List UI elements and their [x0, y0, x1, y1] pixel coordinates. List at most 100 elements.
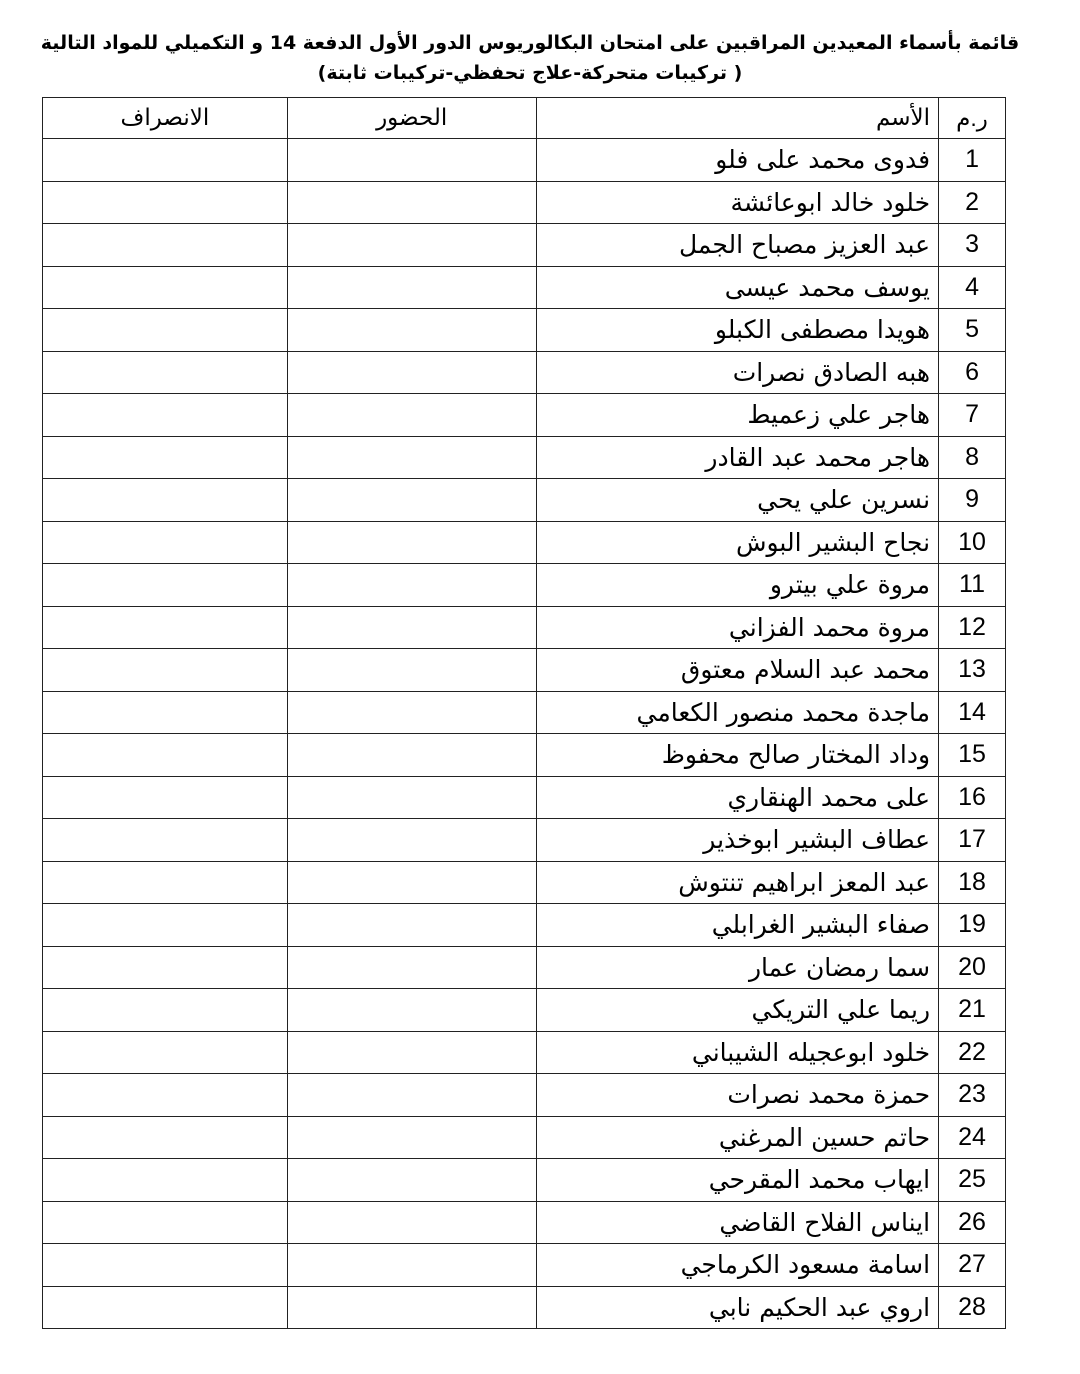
attendance-cell: [286, 860, 537, 904]
invigilators-table: ر.م الأسم الحضور الانصراف 1 فدوى محمد على…: [42, 97, 1006, 1329]
row-name: محمد عبد السلام معتوق: [535, 648, 940, 692]
attendance-cell: [286, 393, 537, 437]
header-number: ر.م: [938, 97, 1006, 139]
attendance-cell: [286, 1073, 537, 1117]
attendance-cell: [286, 988, 537, 1032]
row-name: مروة علي بيترو: [535, 563, 940, 607]
departure-cell: [42, 308, 288, 352]
attendance-cell: [286, 903, 537, 947]
row-number: 19: [938, 903, 1006, 947]
attendance-cell: [286, 1200, 537, 1244]
attendance-cell: [286, 180, 537, 224]
row-number: 17: [938, 818, 1006, 862]
row-number: 13: [938, 648, 1006, 692]
departure-cell: [42, 223, 288, 267]
row-number: 21: [938, 988, 1006, 1032]
attendance-cell: [286, 350, 537, 394]
row-name: خلود خالد ابوعائشة: [535, 180, 940, 224]
row-number: 20: [938, 945, 1006, 989]
table-row: 25 ايهاب محمد المقرحي: [42, 1158, 1006, 1202]
departure-cell: [42, 1030, 288, 1074]
departure-cell: [42, 648, 288, 692]
departure-cell: [42, 1115, 288, 1159]
row-name: هاجر محمد عبد القادر: [535, 435, 940, 479]
row-name: هاجر علي زعميط: [535, 393, 940, 437]
row-number: 28: [938, 1285, 1006, 1329]
row-name: ماجدة محمد منصور الكعامي: [535, 690, 940, 734]
departure-cell: [42, 180, 288, 224]
departure-cell: [42, 690, 288, 734]
row-name: هويدا مصطفى الكبلو: [535, 308, 940, 352]
attendance-cell: [286, 605, 537, 649]
row-name: نسرين علي يحي: [535, 478, 940, 522]
departure-cell: [42, 988, 288, 1032]
attendance-cell: [286, 265, 537, 309]
table-row: 18 عبد المعز ابراهيم تنتوش: [42, 860, 1006, 904]
table-row: 21 ريما علي التريكي: [42, 988, 1006, 1032]
table-row: 10 نجاح البشير البوش: [42, 520, 1006, 564]
departure-cell: [42, 733, 288, 777]
table-row: 2 خلود خالد ابوعائشة: [42, 180, 1006, 224]
row-number: 8: [938, 435, 1006, 479]
row-number: 11: [938, 563, 1006, 607]
departure-cell: [42, 1073, 288, 1117]
row-number: 6: [938, 350, 1006, 394]
table-row: 26 ايناس الفلاح القاضي: [42, 1200, 1006, 1244]
departure-cell: [42, 393, 288, 437]
row-name: على محمد الهنقاري: [535, 775, 940, 819]
row-number: 14: [938, 690, 1006, 734]
row-number: 23: [938, 1073, 1006, 1117]
table-row: 7 هاجر علي زعميط: [42, 393, 1006, 437]
departure-cell: [42, 1243, 288, 1287]
row-number: 1: [938, 138, 1006, 182]
attendance-cell: [286, 775, 537, 819]
table-row: 28 اروي عبد الحكيم نابي: [42, 1285, 1006, 1329]
table-row: 27 اسامة مسعود الكرماجي: [42, 1243, 1006, 1287]
attendance-cell: [286, 308, 537, 352]
table-row: 5 هويدا مصطفى الكبلو: [42, 308, 1006, 352]
row-name: ايناس الفلاح القاضي: [535, 1200, 940, 1244]
row-name: فدوى محمد على فلو: [535, 138, 940, 182]
table-row: 24 حاتم حسين المرغني: [42, 1115, 1006, 1159]
row-number: 4: [938, 265, 1006, 309]
table-row: 22 خلود ابوعجيله الشيباني: [42, 1030, 1006, 1074]
row-number: 12: [938, 605, 1006, 649]
row-number: 2: [938, 180, 1006, 224]
row-name: خلود ابوعجيله الشيباني: [535, 1030, 940, 1074]
row-number: 22: [938, 1030, 1006, 1074]
row-name: مروة محمد الفزاني: [535, 605, 940, 649]
departure-cell: [42, 945, 288, 989]
row-name: نجاح البشير البوش: [535, 520, 940, 564]
header-departure: الانصراف: [42, 97, 288, 139]
departure-cell: [42, 435, 288, 479]
attendance-cell: [286, 563, 537, 607]
departure-cell: [42, 1285, 288, 1329]
attendance-cell: [286, 690, 537, 734]
table-row: 14 ماجدة محمد منصور الكعامي: [42, 690, 1006, 734]
row-number: 25: [938, 1158, 1006, 1202]
departure-cell: [42, 818, 288, 862]
attendance-cell: [286, 138, 537, 182]
table-row: 6 هبه الصادق نصرات: [42, 350, 1006, 394]
row-number: 9: [938, 478, 1006, 522]
departure-cell: [42, 775, 288, 819]
table-row: 16 على محمد الهنقاري: [42, 775, 1006, 819]
row-name: يوسف محمد عيسى: [535, 265, 940, 309]
row-name: ايهاب محمد المقرحي: [535, 1158, 940, 1202]
departure-cell: [42, 860, 288, 904]
departure-cell: [42, 1200, 288, 1244]
table-row: 17 عطاف البشير ابوخذير: [42, 818, 1006, 862]
table-row: 8 هاجر محمد عبد القادر: [42, 435, 1006, 479]
row-name: عبد المعز ابراهيم تنتوش: [535, 860, 940, 904]
header-name: الأسم: [535, 97, 940, 139]
attendance-cell: [286, 1158, 537, 1202]
row-name: وداد المختار صالح محفوظ: [535, 733, 940, 777]
row-name: اسامة مسعود الكرماجي: [535, 1243, 940, 1287]
departure-cell: [42, 478, 288, 522]
row-name: صفاء البشير الغرابلي: [535, 903, 940, 947]
attendance-cell: [286, 1030, 537, 1074]
departure-cell: [42, 1158, 288, 1202]
row-name: حمزة محمد نصرات: [535, 1073, 940, 1117]
header-attendance: الحضور: [286, 97, 537, 139]
departure-cell: [42, 563, 288, 607]
